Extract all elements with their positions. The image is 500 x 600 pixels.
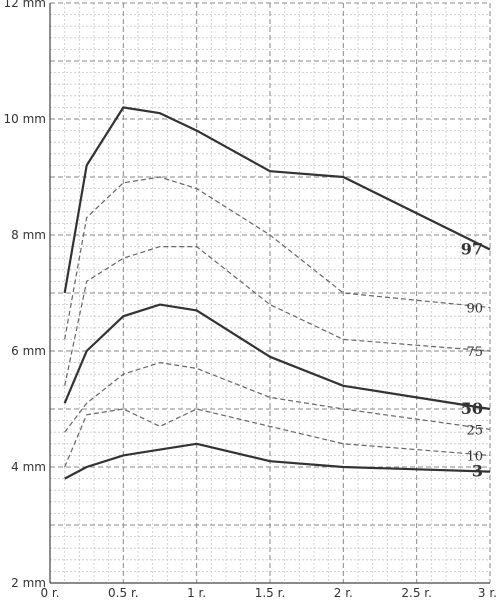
series-label-p3: 3 bbox=[472, 462, 483, 481]
y-tick-label: 12 mm bbox=[4, 0, 46, 10]
x-tick-label: 2.5 r. bbox=[401, 586, 432, 600]
series-label-p50: 50 bbox=[461, 399, 483, 418]
x-tick-label: 1.5 r. bbox=[255, 586, 286, 600]
major-grid bbox=[49, 2, 491, 584]
series-lines bbox=[63, 106, 491, 480]
series-labels: 310 25 50 75 90 97 bbox=[461, 240, 483, 481]
series-line-p97 bbox=[63, 106, 491, 294]
y-tick-label: 4 mm bbox=[11, 460, 46, 474]
series-line-p90 bbox=[64, 176, 491, 340]
x-tick-label: 1 r. bbox=[187, 586, 206, 600]
y-tick-label: 6 mm bbox=[11, 344, 46, 358]
series-label-p75: 75 bbox=[466, 345, 483, 360]
y-tick-label: 2 mm bbox=[11, 576, 46, 590]
series-label-p25: 25 bbox=[466, 423, 483, 438]
axes bbox=[49, 3, 490, 584]
x-tick-label: 2 r. bbox=[334, 586, 353, 600]
series-label-p97: 97 bbox=[461, 240, 483, 259]
series-line-p3 bbox=[64, 442, 491, 480]
x-tick-labels: 0 r. 0.5 r. 1 r. 1.5 r. 2 r. 2.5 r. 3 r. bbox=[40, 586, 497, 600]
series-label-p10: 10 bbox=[466, 449, 483, 464]
series-label-p90: 90 bbox=[466, 302, 483, 317]
series-line-p50 bbox=[63, 303, 491, 411]
x-tick-label: 3 r. bbox=[478, 586, 497, 600]
x-tick-label: 0.5 r. bbox=[108, 586, 139, 600]
series-line-p75 bbox=[64, 246, 491, 386]
y-tick-label: 8 mm bbox=[11, 228, 46, 242]
series-line-p10 bbox=[64, 408, 491, 468]
x-tick-label: 0 r. bbox=[40, 586, 59, 600]
y-tick-labels: 2 mm 4 mm 6 mm 8 mm 10 mm 12 mm bbox=[4, 0, 46, 590]
y-tick-label: 10 mm bbox=[4, 112, 46, 126]
series-line-p25 bbox=[64, 362, 491, 433]
